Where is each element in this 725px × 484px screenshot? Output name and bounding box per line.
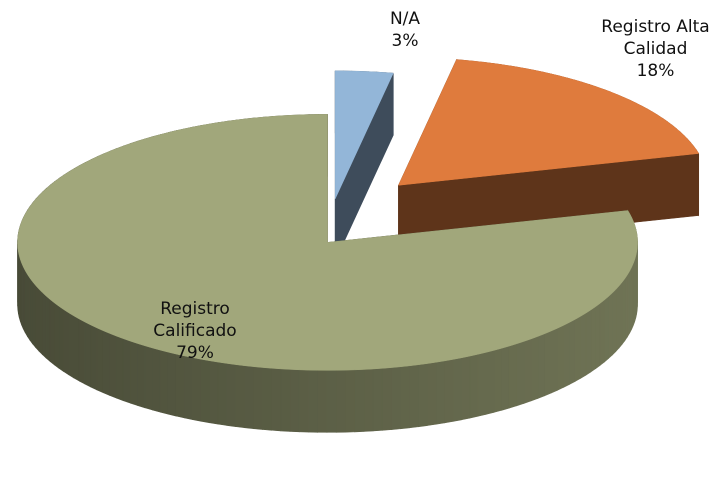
slice-side <box>217 361 228 426</box>
slice-side <box>289 369 300 433</box>
value-label: 79% <box>176 343 214 363</box>
slice-side <box>557 324 564 391</box>
slice-side <box>345 369 356 433</box>
slice-side <box>574 315 581 382</box>
slice-side <box>372 368 383 432</box>
slice-side <box>501 345 510 411</box>
slice-side <box>38 288 43 356</box>
slice-side <box>363 368 374 432</box>
slice-side <box>308 369 318 433</box>
slice-side <box>590 306 596 373</box>
slice-side <box>335 369 346 433</box>
slice-side <box>550 327 558 394</box>
slice-side <box>192 357 202 422</box>
slice-side <box>595 302 601 370</box>
slice-side <box>209 360 219 425</box>
slice-side <box>35 284 40 352</box>
slice-side <box>280 368 291 432</box>
slice-side <box>435 360 445 425</box>
slice-side <box>469 353 479 419</box>
slice-side <box>271 367 282 432</box>
slice-side <box>624 273 628 342</box>
slice-side <box>130 340 138 406</box>
slice-side <box>409 364 419 429</box>
slice-side <box>262 367 272 431</box>
slice-side <box>32 280 36 349</box>
slice-side <box>235 364 245 429</box>
slice-side <box>58 305 64 373</box>
slice-side <box>391 366 401 430</box>
slice-side <box>29 277 33 345</box>
slice-side <box>530 335 539 402</box>
value-label: 18% <box>636 61 675 81</box>
slice-side <box>298 369 309 433</box>
slice-side <box>418 363 428 428</box>
slice-side <box>523 338 532 404</box>
slice-side <box>585 309 592 376</box>
slice-side <box>426 361 437 426</box>
slice-side <box>354 369 365 433</box>
slice-side <box>544 330 552 397</box>
slice-side <box>477 352 487 417</box>
slice-side <box>611 288 617 356</box>
slice-side <box>381 367 392 431</box>
slice-side <box>569 318 576 385</box>
slice-side <box>599 299 605 366</box>
slice-side <box>400 365 410 430</box>
slice-side <box>200 358 210 424</box>
slice-label: N/A 3% <box>360 8 450 52</box>
slice-side <box>508 343 517 409</box>
category-label: Registro Alta Calidad <box>601 17 710 59</box>
slice-side <box>68 312 75 379</box>
slice-side <box>96 327 104 394</box>
slice-side <box>615 285 620 353</box>
pie-slice <box>398 59 700 186</box>
slice-side <box>604 295 609 363</box>
slice-side <box>78 318 86 385</box>
slice-side <box>42 291 47 359</box>
slice-side <box>627 270 630 338</box>
slice-side <box>102 330 110 396</box>
slice-side <box>63 308 69 376</box>
slice-label: Registro Alta Calidad 18% <box>588 16 723 82</box>
slice-side <box>27 273 31 342</box>
slice-side <box>84 321 92 388</box>
slice-side <box>184 355 193 420</box>
slice-side <box>444 359 454 424</box>
slice-side <box>253 366 263 430</box>
slice-side <box>516 341 525 407</box>
slice-side <box>24 269 28 338</box>
slice-side <box>317 370 328 433</box>
pie-slice <box>334 70 394 200</box>
slice-side <box>608 292 613 360</box>
slice-side <box>244 365 254 430</box>
slice-side <box>326 370 337 433</box>
slice-side <box>116 335 124 402</box>
slice-side <box>49 298 55 366</box>
slice-side <box>226 363 236 427</box>
slice-side <box>54 302 60 369</box>
value-label: 3% <box>391 31 419 51</box>
slice-side <box>73 315 80 382</box>
slice-side <box>493 347 502 413</box>
slice-side <box>621 277 626 346</box>
slice-side <box>45 295 51 363</box>
category-label: Registro Calificado <box>153 299 237 341</box>
slice-side <box>90 324 98 391</box>
pie-slice <box>17 114 638 371</box>
slice-side <box>122 338 131 404</box>
slice-side <box>109 332 117 399</box>
slice-side <box>537 333 545 399</box>
slice-side <box>580 312 587 379</box>
slice-side <box>452 357 462 422</box>
slice-side <box>618 281 623 349</box>
slice-side <box>563 321 570 388</box>
category-label: N/A <box>389 9 421 29</box>
slice-side <box>461 355 471 421</box>
slice-side <box>485 350 495 415</box>
slice-label: Registro Calificado 79% <box>140 298 250 364</box>
